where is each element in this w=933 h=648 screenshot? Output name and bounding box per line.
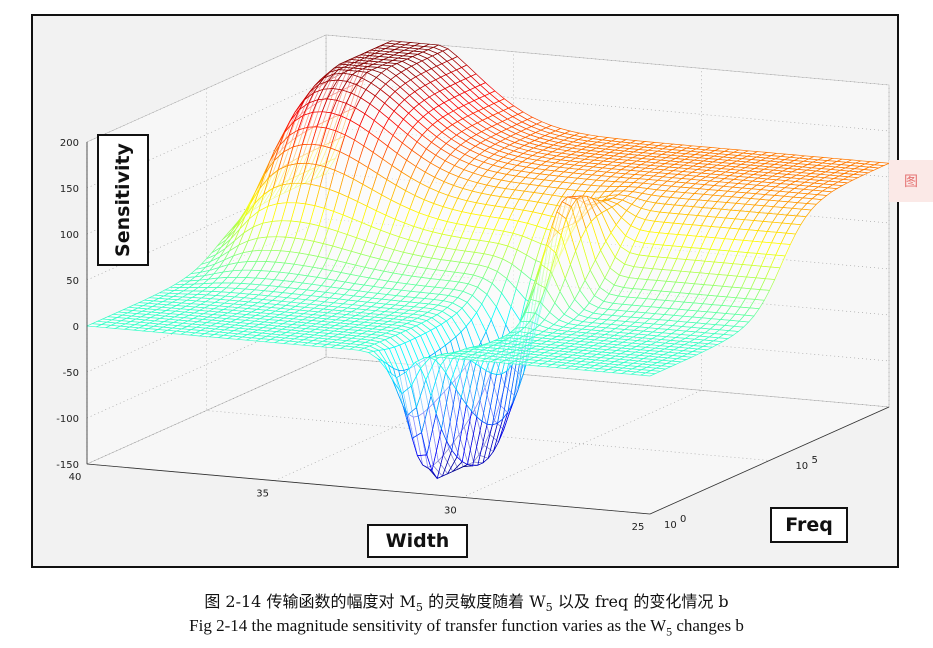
x-axis-line: [86, 463, 651, 515]
x-tick-label: 35: [256, 489, 269, 500]
caption-en-suffix: changes b: [672, 616, 744, 635]
x-axis-label: Width: [385, 530, 450, 552]
z-tick-exponent: 0: [680, 514, 686, 525]
z-tick-label: 10: [664, 520, 677, 531]
y-tick-label: -50: [63, 368, 79, 379]
x-tick-label: 40: [69, 472, 82, 483]
plot-axes: [86, 142, 890, 515]
x-tick-label: 30: [444, 505, 457, 516]
caption-cn-prefix: 图 2-14 传输函数的幅度对 M: [204, 592, 416, 611]
y-tick-label: 0: [73, 322, 79, 333]
z-axis-line: [649, 406, 890, 515]
y-tick-label: 150: [60, 184, 79, 195]
x-axis-label-box: Width: [367, 524, 468, 558]
z-tick-label: 10: [795, 461, 808, 472]
y-tick-label: -100: [56, 414, 79, 425]
caption-cn-sub1: 5: [415, 601, 424, 615]
y-axis-label: Sensitivity: [112, 143, 135, 257]
surface-cell: [639, 372, 657, 377]
y-axis-label-box: Sensitivity: [97, 134, 149, 266]
caption-cn-mid: 的灵敏度随着 W: [423, 592, 546, 611]
surface-mesh: [86, 40, 891, 480]
z-axis-label: Freq: [785, 514, 833, 536]
caption-en-sub: 5: [666, 624, 673, 639]
caption-cn-sub2: 5: [545, 601, 553, 615]
x-tick-label: 25: [632, 522, 645, 533]
z-tick-exponent: 5: [811, 455, 817, 466]
y-tick-label: 100: [60, 230, 79, 241]
caption-cn-suffix: 以及 freq 的变化情况 b: [552, 592, 729, 611]
y-tick-label: -150: [56, 460, 79, 471]
y-tick-label: 200: [60, 138, 79, 149]
badge-text: 图: [904, 174, 918, 190]
figure-frame: 200 150 100 50 0 -50 -100 -150 40 35 30 25 10 0 10 5 Se…: [31, 14, 899, 568]
caption-english: Fig 2-14 the magnitude sensitivity of tr…: [0, 616, 933, 639]
page-badge: 图: [889, 160, 933, 202]
caption-en-prefix: Fig 2-14 the magnitude sensitivity of tr…: [189, 616, 667, 635]
y-tick-label: 50: [66, 276, 79, 287]
z-axis-label-box: Freq: [770, 507, 848, 543]
caption-chinese: 图 2-14 传输函数的幅度对 M5 的灵敏度随着 W5 以及 freq 的变化…: [0, 588, 933, 614]
